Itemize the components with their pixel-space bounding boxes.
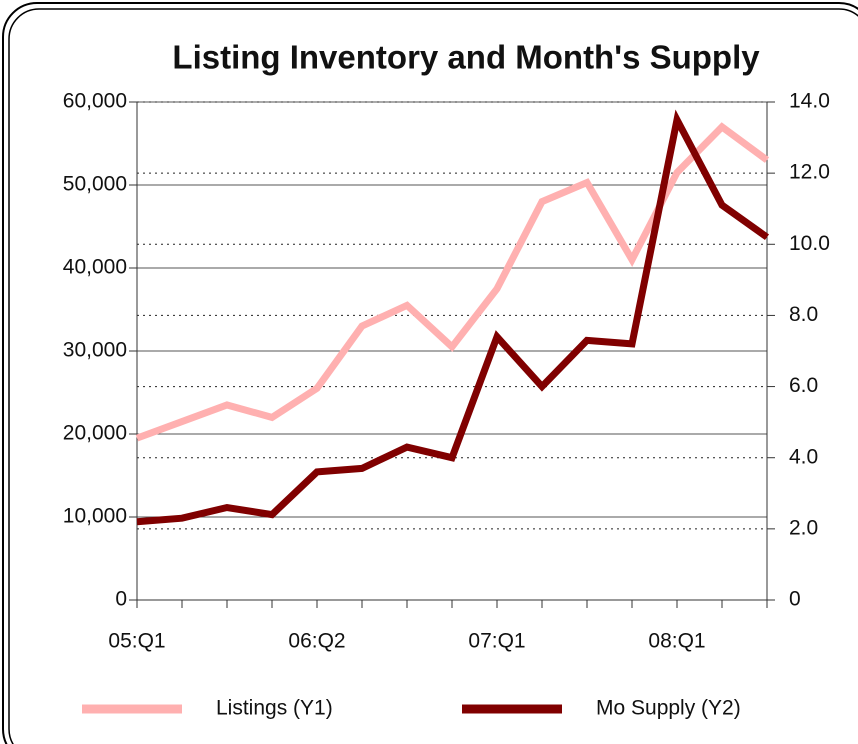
y2-tick-label: 14.0	[789, 90, 830, 113]
y2-tick-label: 0	[789, 588, 801, 611]
y2-tick-label: 10.0	[789, 232, 830, 255]
y-tick-label: 0	[115, 588, 127, 611]
y2-tick-label: 8.0	[789, 303, 818, 326]
y-tick-label: 60,000	[63, 90, 127, 113]
y-tick-label: 10,000	[63, 505, 127, 528]
y2-tick-label: 2.0	[789, 516, 818, 539]
frame-inner	[8, 8, 858, 744]
series-line	[136, 109, 770, 526]
x-tick-label: 05:Q1	[108, 630, 165, 653]
x-tick-label: 06:Q2	[288, 630, 345, 653]
y-tick-label: 20,000	[63, 422, 127, 445]
chart-title: Listing Inventory and Month's Supply	[172, 39, 760, 76]
x-tick-label: 07:Q1	[468, 630, 525, 653]
y-tick-label: 50,000	[63, 173, 127, 196]
legend-label: Listings (Y1)	[216, 697, 333, 720]
y2-tick-label: 12.0	[789, 161, 830, 184]
y2-tick-label: 6.0	[789, 374, 818, 397]
y-tick-label: 40,000	[63, 256, 127, 279]
y-tick-label: 30,000	[63, 339, 127, 362]
x-tick-label: 08:Q1	[648, 630, 705, 653]
y2-tick-label: 4.0	[789, 445, 818, 468]
legend-label: Mo Supply (Y2)	[596, 697, 741, 720]
